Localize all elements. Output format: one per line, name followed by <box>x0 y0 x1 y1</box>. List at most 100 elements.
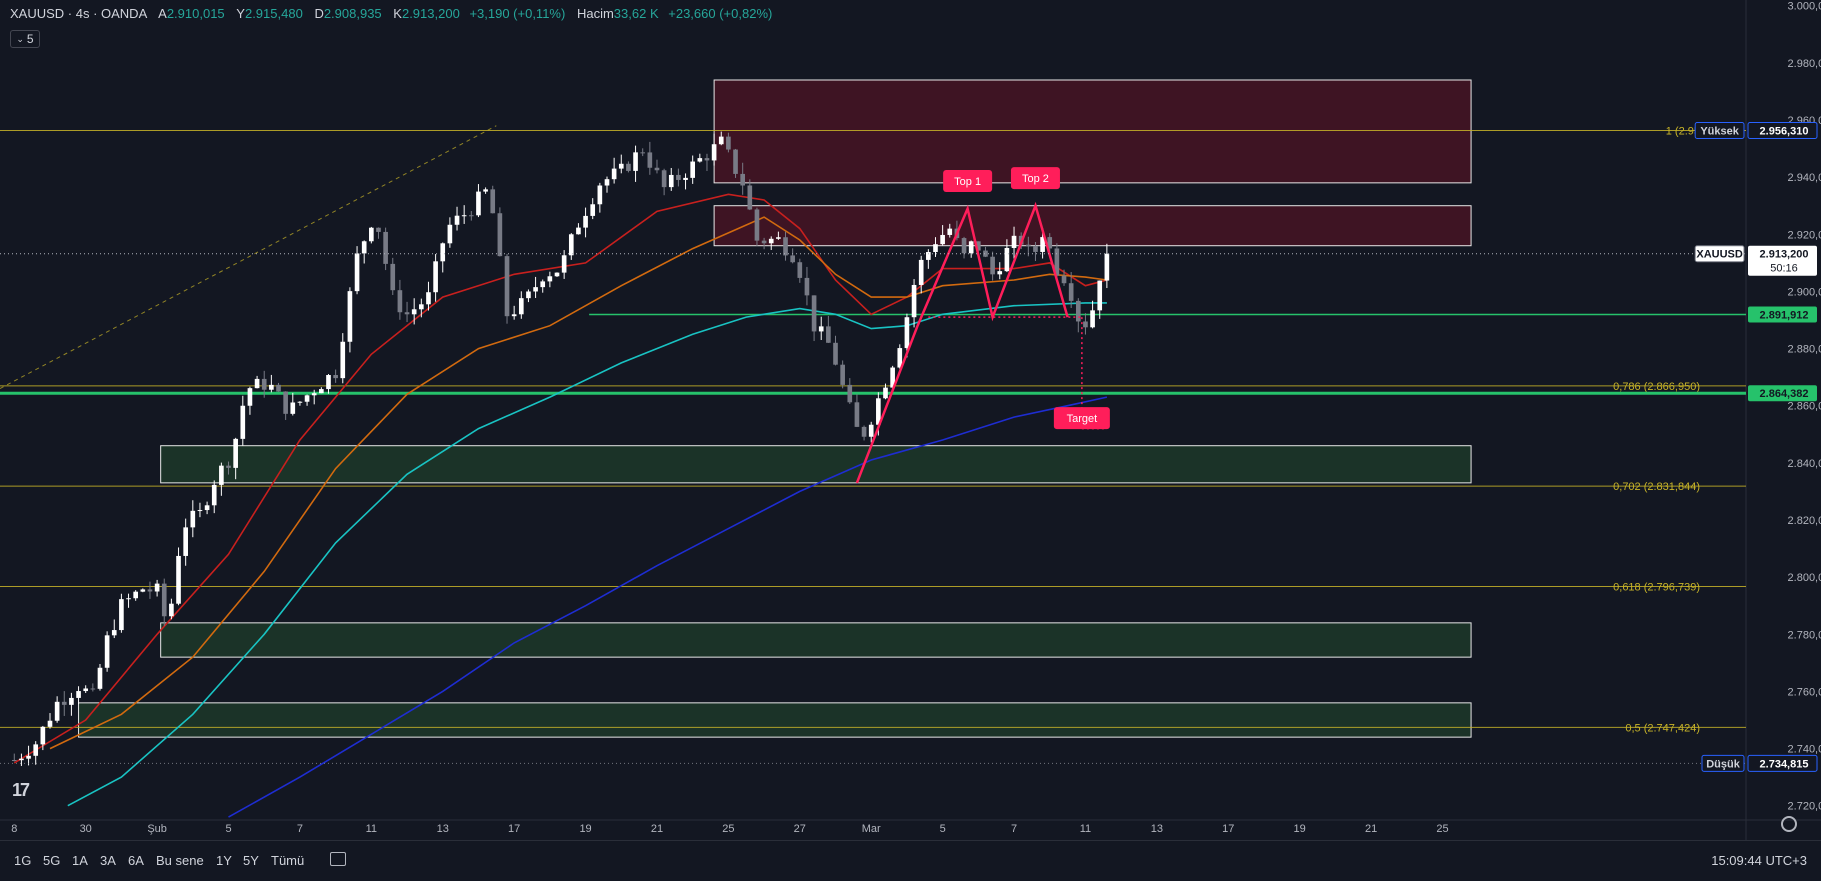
candle-body <box>704 158 710 161</box>
candle-body <box>697 158 703 162</box>
candle-body <box>483 189 488 192</box>
candles-group <box>11 131 1110 766</box>
pattern-label-text: Top 1 <box>954 176 981 188</box>
candle-body <box>718 136 724 145</box>
candle-body <box>140 589 146 592</box>
candle-body <box>1047 237 1053 249</box>
candle-body <box>361 241 367 254</box>
candle-body <box>990 256 995 275</box>
candle-body <box>711 144 717 161</box>
range-button-6m[interactable]: 6A <box>128 853 144 868</box>
candle-body <box>283 391 288 414</box>
demand-zone <box>160 445 1472 484</box>
candle-body <box>961 238 967 254</box>
range-button-all[interactable]: Tümü <box>271 853 305 868</box>
candle-body <box>461 215 467 217</box>
candle-body <box>790 255 795 263</box>
gear-icon[interactable] <box>1781 816 1797 832</box>
fib-level-label: 1 (2.95 <box>1666 126 1700 138</box>
range-button-ytd[interactable]: Bu sene <box>156 853 204 868</box>
open-value: 2.910,015 <box>166 6 225 21</box>
x-tick-label: 30 <box>80 823 92 835</box>
date-range-icon[interactable] <box>330 852 346 866</box>
candle-body <box>219 465 224 485</box>
candle-body <box>733 149 738 174</box>
candle-body <box>83 688 89 692</box>
candle-body <box>197 510 203 512</box>
change-value: +3,190 (+0,11%) <box>469 6 566 21</box>
pattern-label-box <box>1053 407 1110 430</box>
candle-body <box>426 292 431 305</box>
price-axis-label <box>1747 122 1818 140</box>
ema-line <box>67 302 1107 807</box>
candle-body <box>618 163 624 169</box>
price-prefix-box <box>1701 754 1745 772</box>
range-button-1m[interactable]: 1A <box>72 853 88 868</box>
range-button-5d[interactable]: 5G <box>43 853 61 868</box>
candle-body <box>583 215 588 228</box>
open-label: A <box>158 6 167 21</box>
candle-body <box>676 174 681 180</box>
candle-body <box>69 697 74 705</box>
candle-body <box>383 231 388 264</box>
candle-body <box>1075 300 1081 322</box>
candle-body <box>297 401 303 403</box>
symbol-title[interactable]: XAUUSD · 4s · OANDA <box>10 6 147 21</box>
range-button-5y[interactable]: 5Y <box>243 853 259 868</box>
candle-body <box>111 630 117 636</box>
candle-body <box>40 726 46 745</box>
y-tick-label: 3.000,000 <box>1788 1 1821 13</box>
candle-body <box>797 262 803 278</box>
candle-body <box>576 227 581 235</box>
fib-trend-line <box>0 125 497 390</box>
candle-body <box>183 527 188 556</box>
candle-body <box>968 241 974 254</box>
candle-body <box>904 317 910 349</box>
x-tick-label: 7 <box>1011 823 1017 835</box>
y-tick-label: 2.860,000 <box>1788 401 1821 413</box>
range-button-1d[interactable]: 1G <box>14 853 32 868</box>
x-tick-label: Şub <box>147 823 167 835</box>
low-label: D <box>314 6 324 21</box>
y-tick-label: 2.900,000 <box>1788 286 1821 298</box>
x-tick-label: 19 <box>579 823 591 835</box>
candle-body <box>419 304 424 310</box>
candle-body <box>883 387 888 399</box>
price-prefix-box <box>1694 245 1745 263</box>
indicators-toggle-button[interactable]: ⌄ 5 <box>10 30 40 48</box>
candle-body <box>626 163 631 171</box>
price-prefix-text: XAUUSD <box>1696 249 1743 261</box>
candle-body <box>1054 248 1060 276</box>
candle-body <box>404 312 410 315</box>
y-tick-label: 2.820,000 <box>1788 515 1821 527</box>
candle-body <box>411 309 417 315</box>
candle-body <box>854 402 860 427</box>
candle-body <box>754 209 760 241</box>
range-button-3m[interactable]: 3A <box>100 853 116 868</box>
candle-body <box>204 505 210 511</box>
candle-body <box>154 583 160 592</box>
candle-body <box>804 277 810 296</box>
x-tick-label: 5 <box>940 823 946 835</box>
candle-body <box>1068 283 1074 301</box>
candle-body <box>19 758 24 761</box>
candle-body <box>433 261 438 293</box>
candle-body <box>26 755 31 759</box>
double-top-pattern-line <box>855 201 1069 484</box>
close-value: 2.913,200 <box>401 6 460 21</box>
volume-label: Hacim <box>576 6 614 21</box>
ema-line <box>13 193 1108 764</box>
range-button-1y[interactable]: 1Y <box>216 853 232 868</box>
candle-body <box>976 241 981 251</box>
pattern-label-box <box>1010 167 1060 190</box>
candle-body <box>568 234 574 256</box>
candle-body <box>240 405 246 439</box>
candle-body <box>376 227 381 232</box>
supply-zone <box>713 205 1472 247</box>
candle-body <box>169 603 174 617</box>
candle-body <box>447 224 453 244</box>
y-tick-label: 2.720,000 <box>1788 801 1821 813</box>
candle-body <box>490 189 496 214</box>
candle-body <box>690 161 696 178</box>
